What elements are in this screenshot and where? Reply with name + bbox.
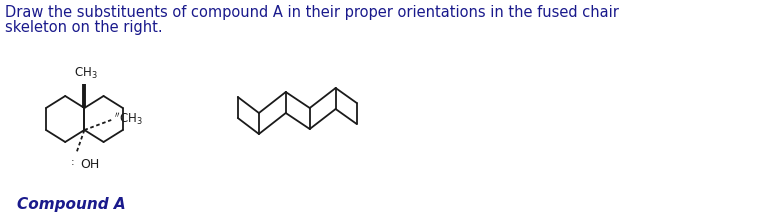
Text: Compound A: Compound A [17,197,126,212]
Text: $''$CH$_3$: $''$CH$_3$ [114,111,143,127]
Text: :: : [71,157,75,167]
Text: skeleton on the right.: skeleton on the right. [5,20,163,35]
Text: CH$_3$: CH$_3$ [74,66,98,81]
Text: Draw the substituents of compound A in their proper orientations in the fused ch: Draw the substituents of compound A in t… [5,5,618,20]
Text: OH: OH [80,158,100,171]
